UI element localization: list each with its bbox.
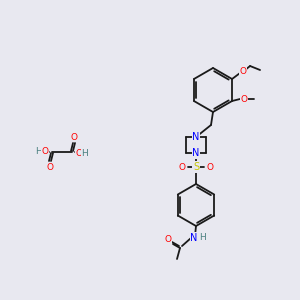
Text: H: H (199, 233, 206, 242)
Text: N: N (192, 132, 200, 142)
Text: O: O (70, 133, 77, 142)
Text: H: H (82, 148, 88, 158)
Text: O: O (164, 235, 172, 244)
Text: O: O (76, 148, 82, 158)
Text: O: O (206, 163, 214, 172)
Text: N: N (192, 148, 200, 158)
Text: N: N (190, 233, 198, 243)
Text: O: O (41, 146, 49, 155)
Text: O: O (241, 94, 248, 103)
Text: H: H (36, 146, 42, 155)
Text: O: O (240, 67, 247, 76)
Text: S: S (193, 162, 199, 172)
Text: O: O (178, 163, 185, 172)
Text: O: O (46, 163, 53, 172)
